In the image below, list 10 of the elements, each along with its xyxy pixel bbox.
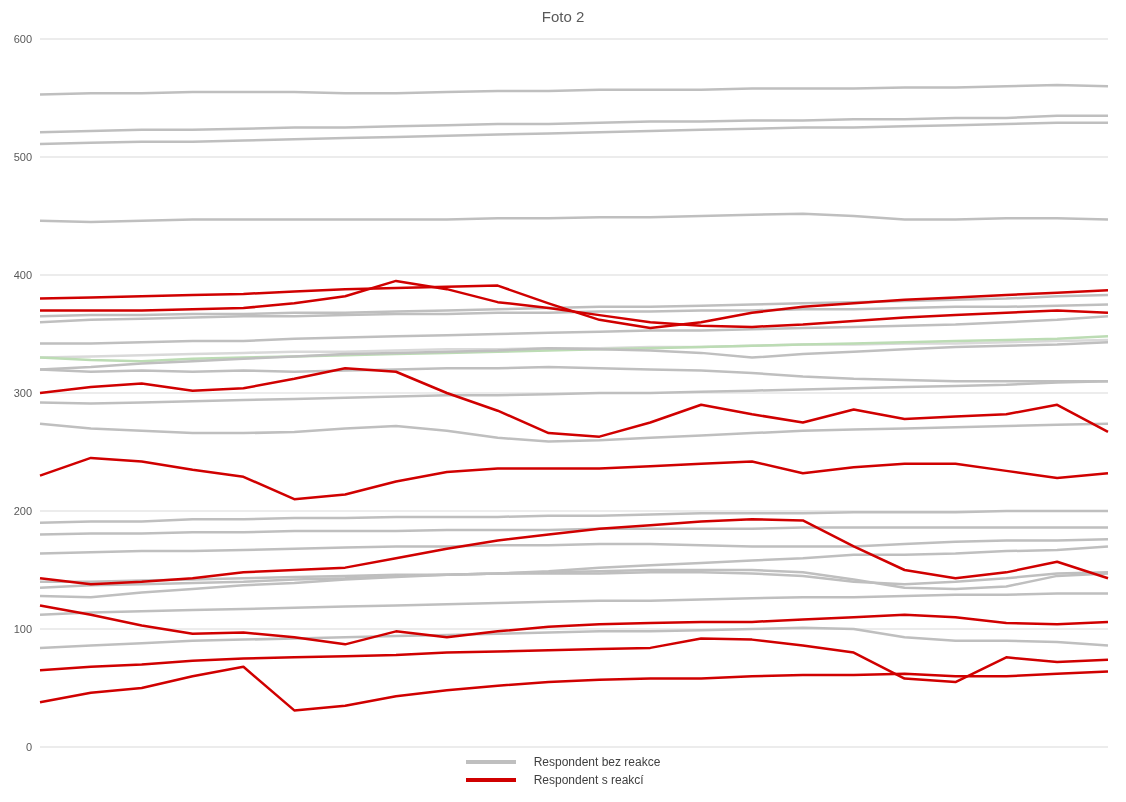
y-tick-label: 200 [13,504,32,517]
chart-title: Foto 2 [540,8,586,25]
y-tick-label: 500 [13,150,32,163]
y-tick-label: 0 [25,740,32,753]
legend-label: Respondent bez reakce [533,755,661,769]
y-tick-label: 600 [13,32,32,45]
legend-label: Respondent s reakcí [533,773,644,787]
y-tick-label: 400 [13,268,32,281]
y-tick-label: 300 [13,386,32,399]
y-tick-label: 100 [13,622,32,635]
